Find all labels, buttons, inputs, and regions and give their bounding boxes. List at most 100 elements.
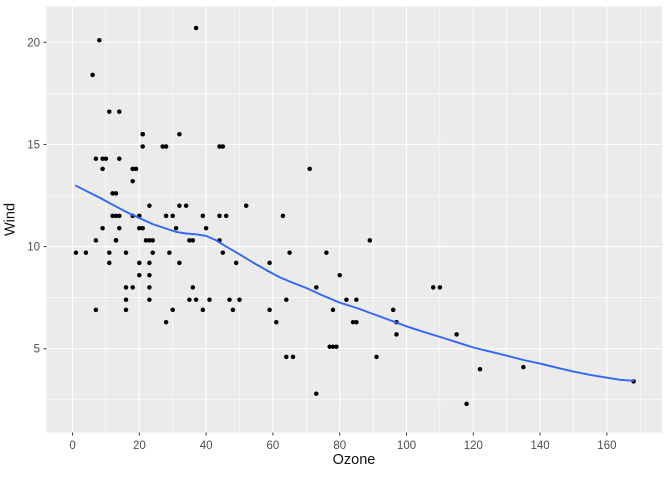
- data-point: [130, 178, 135, 184]
- data-point: [464, 401, 469, 407]
- data-point: [193, 25, 199, 31]
- data-point: [290, 354, 296, 360]
- y-axis-title: Wind: [2, 202, 19, 237]
- data-point: [284, 297, 289, 302]
- data-point: [177, 203, 182, 208]
- data-point: [140, 225, 145, 231]
- data-point: [220, 144, 226, 149]
- data-point: [93, 156, 99, 161]
- data-point: [107, 250, 112, 255]
- data-point: [100, 156, 105, 161]
- x-tick-label: 60: [267, 440, 280, 452]
- data-point: [147, 203, 152, 208]
- data-point: [394, 332, 399, 337]
- data-point: [147, 238, 152, 243]
- data-point: [307, 166, 312, 172]
- data-point: [287, 250, 292, 255]
- data-point: [117, 156, 122, 161]
- y-tick-label: 5: [34, 344, 40, 356]
- data-point: [107, 260, 112, 266]
- x-tick-label: 120: [464, 440, 483, 452]
- data-point: [477, 366, 483, 372]
- data-point: [110, 191, 115, 196]
- data-point: [220, 250, 226, 255]
- data-point: [163, 213, 169, 219]
- data-point: [233, 260, 239, 266]
- data-point: [123, 297, 129, 302]
- data-point: [193, 297, 199, 302]
- data-point: [130, 166, 135, 172]
- data-point: [330, 344, 336, 349]
- data-point: [207, 297, 212, 302]
- data-point: [137, 260, 142, 266]
- data-point: [133, 166, 139, 172]
- data-point: [107, 109, 112, 114]
- data-point: [334, 344, 339, 349]
- data-point: [113, 213, 119, 219]
- data-point: [117, 225, 122, 231]
- data-point: [243, 203, 249, 208]
- data-point: [274, 319, 279, 325]
- data-point: [73, 250, 79, 255]
- data-point: [183, 203, 189, 208]
- data-point: [354, 319, 359, 325]
- y-tick-label: 20: [27, 37, 40, 49]
- data-point: [354, 297, 359, 302]
- data-point: [83, 250, 89, 255]
- data-point: [93, 238, 99, 243]
- data-point: [177, 260, 182, 266]
- data-point: [521, 364, 526, 370]
- data-point: [223, 213, 229, 219]
- data-point: [100, 225, 105, 231]
- x-axis-title: Ozone: [332, 452, 376, 468]
- data-point: [163, 144, 169, 149]
- data-point: [237, 297, 242, 302]
- data-point: [374, 354, 379, 360]
- data-point: [137, 225, 142, 231]
- data-point: [140, 131, 145, 137]
- data-point: [190, 285, 196, 290]
- data-point: [230, 307, 236, 313]
- data-point: [217, 213, 222, 219]
- data-point: [147, 297, 152, 302]
- data-point: [177, 131, 182, 137]
- data-point: [170, 213, 175, 219]
- data-point: [123, 250, 129, 255]
- data-point: [100, 166, 105, 172]
- x-tick-label: 100: [397, 440, 416, 452]
- data-point: [167, 250, 172, 255]
- data-point: [330, 307, 336, 313]
- data-point: [267, 307, 272, 313]
- data-point: [170, 307, 175, 313]
- data-point: [437, 285, 443, 290]
- data-point: [130, 285, 135, 290]
- data-point: [160, 144, 165, 149]
- data-point: [187, 238, 192, 243]
- data-point: [390, 307, 396, 313]
- x-tick-label: 0: [69, 440, 75, 452]
- data-point: [113, 191, 119, 196]
- data-point: [200, 213, 206, 219]
- data-point: [117, 109, 122, 114]
- data-point: [203, 225, 209, 231]
- data-point: [137, 272, 142, 278]
- x-tick-label: 140: [531, 440, 550, 452]
- data-point: [147, 285, 152, 290]
- x-tick-label: 20: [133, 440, 146, 452]
- data-point: [140, 144, 145, 149]
- data-point: [454, 332, 459, 337]
- data-point: [344, 297, 349, 302]
- data-point: [123, 307, 129, 313]
- data-point: [110, 213, 115, 219]
- data-point: [350, 319, 356, 325]
- data-point: [150, 238, 155, 243]
- data-point: [200, 307, 206, 313]
- data-point: [187, 297, 192, 302]
- data-point: [327, 344, 332, 349]
- data-point: [143, 238, 149, 243]
- x-tick-label: 40: [200, 440, 213, 452]
- data-point: [97, 37, 102, 43]
- data-point: [147, 260, 152, 266]
